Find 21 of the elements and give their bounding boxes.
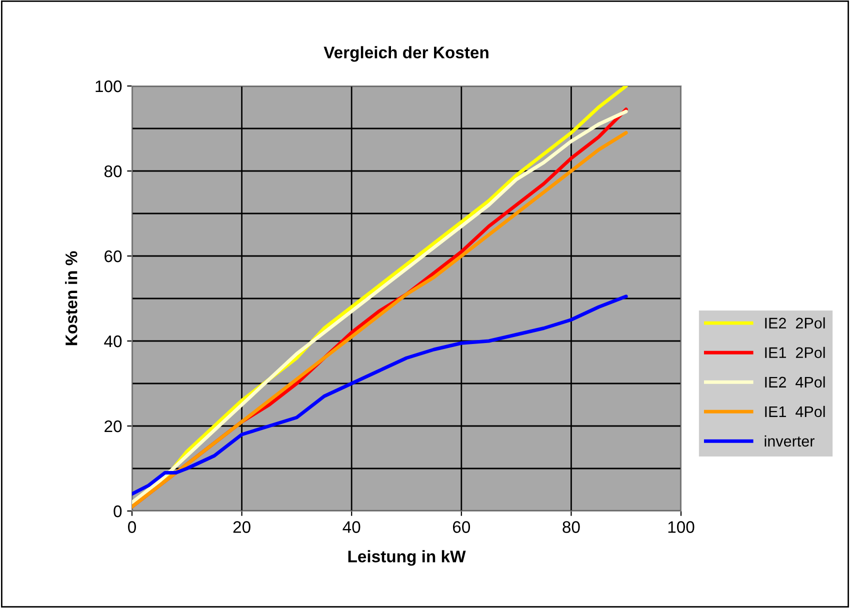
legend-label: IE2 4Pol (765, 376, 825, 388)
chart-title: Vergleich der Kosten (324, 46, 488, 62)
y-axis-title: Kosten in % (65, 251, 78, 346)
y-tick-label: 60 (104, 250, 122, 262)
y-tick-label: 20 (104, 420, 122, 432)
legend-label: IE1 4Pol (765, 406, 825, 418)
x-axis-title: Leistung in kW (348, 550, 466, 566)
y-tick-label: 0 (114, 505, 122, 518)
x-tick-label: 0 (128, 521, 136, 533)
x-tick-label: 40 (342, 521, 360, 533)
line-series (132, 294, 628, 496)
x-tick-label: 60 (452, 521, 470, 533)
y-tick-label: 40 (104, 335, 122, 348)
y-tick-label: 80 (104, 165, 122, 178)
x-tick-label: 100 (668, 521, 694, 533)
legend-label: IE2 2Pol (765, 317, 825, 329)
legend-label: inverter (764, 435, 814, 447)
x-tick-label: 20 (233, 521, 250, 533)
y-tick-label: 100 (96, 80, 122, 92)
x-tick-label: 80 (562, 521, 580, 533)
legend-label: IE1 2Pol (765, 346, 825, 358)
